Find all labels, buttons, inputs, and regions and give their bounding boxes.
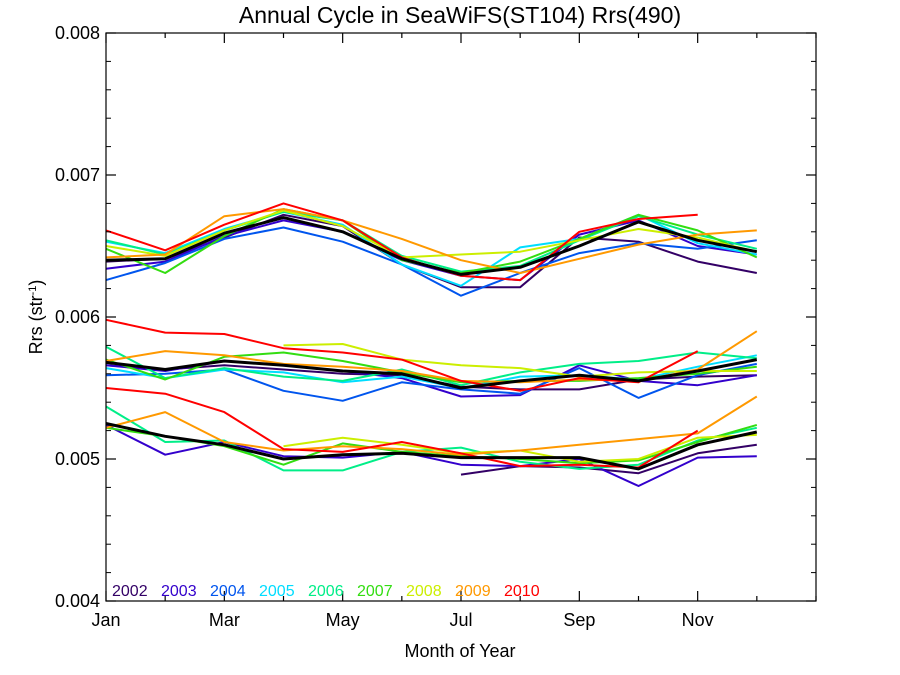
y-axis-label-sup: -1 xyxy=(27,286,39,296)
legend-item-2006: 2006 xyxy=(308,583,344,600)
y-tick-label: 0.006 xyxy=(55,307,100,327)
plot-area xyxy=(105,202,758,487)
y-tick-label: 0.005 xyxy=(55,449,100,469)
series-line-mean-band-0 xyxy=(105,216,758,276)
y-tick-label: 0.004 xyxy=(55,591,100,611)
legend-item-2008: 2008 xyxy=(406,583,442,600)
series-line-mean-band-1 xyxy=(105,358,758,390)
legend-item-2009: 2009 xyxy=(455,583,491,600)
series-line-2002-band-2 xyxy=(460,443,757,476)
legend-item-2010: 2010 xyxy=(504,583,540,600)
chart-title: Annual Cycle in SeaWiFS(ST104) Rrs(490) xyxy=(239,2,681,28)
legend: 2002 2003 2004 2005 2006 2007 2008 2009 2010 xyxy=(112,583,540,600)
x-tick-label: Jan xyxy=(91,610,120,630)
x-tick-label: Jul xyxy=(449,610,472,630)
y-tick-label: 0.007 xyxy=(55,165,100,185)
x-tick-label: Sep xyxy=(563,610,595,630)
legend-item-2007: 2007 xyxy=(357,583,393,600)
legend-item-2005: 2005 xyxy=(259,583,295,600)
axis-ticks: 0.004 0.005 0.006 0.007 0.008 Jan Mar May Jul Sep… xyxy=(55,23,817,630)
legend-item-2004: 2004 xyxy=(210,583,246,600)
x-tick-label: May xyxy=(326,610,360,630)
x-tick-label: Mar xyxy=(209,610,240,630)
y-axis-label-main: Rrs (str xyxy=(26,295,46,354)
series-line-2010-band-1 xyxy=(105,318,699,392)
x-tick-label: Nov xyxy=(682,610,714,630)
series-line-2009-band-0 xyxy=(105,208,757,274)
y-tick-label: 0.008 xyxy=(55,23,100,43)
series-line-2009-band-2 xyxy=(105,395,758,456)
y-axis-label: Rrs (str-1) xyxy=(26,280,46,355)
plot-frame xyxy=(105,32,817,602)
series-line-2008-band-1 xyxy=(283,343,757,378)
legend-item-2003: 2003 xyxy=(161,583,197,600)
x-axis-label: Month of Year xyxy=(404,641,515,661)
series-line-mean-band-2 xyxy=(105,422,758,471)
series-line-2008-band-0 xyxy=(105,209,758,259)
y-axis-label-close: ) xyxy=(26,280,46,286)
series-line-2010-band-2 xyxy=(105,387,699,469)
legend-item-2002: 2002 xyxy=(112,583,148,600)
